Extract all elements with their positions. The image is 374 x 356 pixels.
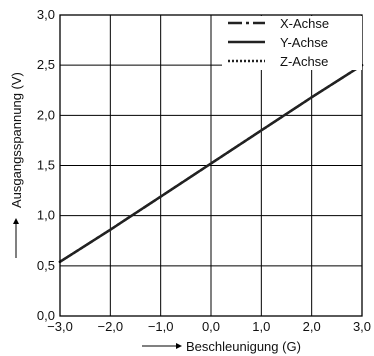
y-tick-label: 2,5 [37,57,55,72]
x-tick-label: 0,0 [202,319,220,334]
x-tick-label: −1,0 [148,319,174,334]
y-tick-label: 3,0 [37,7,55,22]
y-axis-label-group: Ausgangsspannung (V) [9,72,24,258]
y-tick-label: 1,5 [37,158,55,173]
x-tick-label: −2,0 [97,319,123,334]
y-tick-label: 1,0 [37,208,55,223]
y-axis-arrow-head [13,218,19,224]
series-lines [58,64,364,263]
x-tick-label: 2,0 [303,319,321,334]
series-line-z-achse [58,64,364,263]
y-axis-label: Ausgangsspannung (V) [9,72,24,208]
x-axis-label: Beschleunigung (G) [186,339,301,354]
y-tick-labels: 0,0 0,5 1,0 1,5 2,0 2,5 3,0 [37,7,55,323]
plot-frame [59,14,363,317]
x-tick-labels: −3,0 −2,0 −1,0 0,0 1,0 2,0 3,0 [47,319,371,334]
legend-label: X-Achse [280,16,329,31]
x-tick-label: 1,0 [252,319,270,334]
x-axis-arrow-head [176,343,182,349]
x-tick-label: 3,0 [353,319,371,334]
legend-label: Y-Achse [280,35,328,50]
y-tick-label: 0,0 [37,308,55,323]
x-tick-label: −3,0 [47,319,73,334]
x-axis-label-group: Beschleunigung (G) [142,339,301,354]
y-tick-label: 0,5 [37,258,55,273]
y-tick-label: 2,0 [37,107,55,122]
legend-label: Z-Achse [280,54,328,69]
legend: X-Achse Y-Achse Z-Achse [222,16,362,70]
